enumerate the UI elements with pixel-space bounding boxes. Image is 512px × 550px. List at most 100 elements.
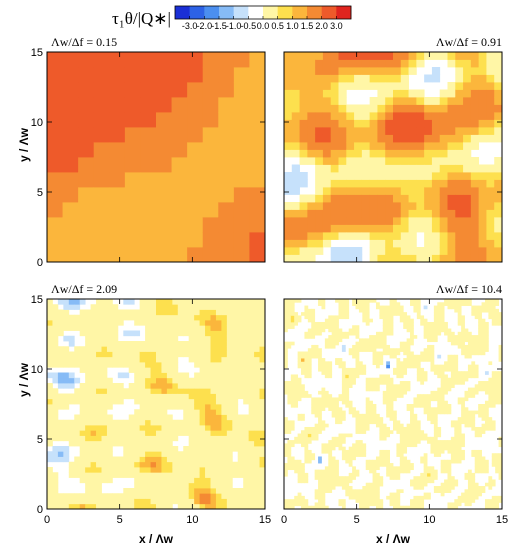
heatmap-cell bbox=[194, 335, 200, 342]
heatmap-cell bbox=[284, 387, 288, 392]
heatmap-cell bbox=[447, 377, 452, 382]
heatmap-cell bbox=[464, 476, 469, 480]
heatmap-cell bbox=[237, 314, 244, 321]
heatmap-cell bbox=[318, 367, 322, 372]
heatmap-cell bbox=[290, 321, 295, 326]
heatmap-cell bbox=[399, 341, 404, 346]
heatmap-cell bbox=[304, 449, 309, 454]
heatmap-cell bbox=[324, 318, 329, 323]
heatmap-cell bbox=[486, 164, 495, 173]
heatmap-cell bbox=[85, 498, 91, 505]
heatmap-cell bbox=[352, 413, 356, 418]
heatmap-cell bbox=[481, 407, 486, 411]
heatmap-cell bbox=[338, 142, 347, 150]
heatmap-cell bbox=[221, 482, 228, 489]
heatmap-cell bbox=[328, 374, 333, 379]
heatmap-cell bbox=[352, 331, 356, 336]
heatmap-cell bbox=[299, 97, 308, 105]
heatmap-cell bbox=[232, 435, 239, 442]
heatmap-cell bbox=[403, 384, 408, 388]
heatmap-cell bbox=[85, 372, 91, 379]
heatmap-cell bbox=[470, 119, 480, 128]
heatmap-cell bbox=[447, 443, 452, 448]
heatmap-cell bbox=[495, 459, 499, 464]
heatmap-cell bbox=[379, 381, 384, 385]
heatmap-cell bbox=[423, 492, 428, 497]
heatmap-cell bbox=[478, 469, 482, 474]
heatmap-cell bbox=[171, 67, 188, 83]
heatmap-cell bbox=[403, 381, 408, 385]
heatmap-cell bbox=[413, 505, 418, 510]
heatmap-cell bbox=[361, 112, 371, 120]
heatmap-cell bbox=[171, 217, 188, 233]
heatmap-cell bbox=[304, 361, 309, 366]
heatmap-cell bbox=[478, 254, 487, 263]
heatmap-cell bbox=[450, 361, 455, 366]
heatmap-cell bbox=[177, 383, 184, 389]
heatmap-cell bbox=[471, 312, 476, 316]
heatmap-cell bbox=[297, 472, 302, 477]
heatmap-cell bbox=[307, 202, 316, 210]
heatmap-cell bbox=[112, 440, 119, 447]
heatmap-cell bbox=[433, 364, 438, 369]
heatmap-cell bbox=[210, 409, 217, 415]
heatmap-cell bbox=[494, 89, 503, 98]
heatmap-cell bbox=[396, 302, 401, 306]
heatmap-cell bbox=[393, 495, 397, 500]
heatmap-cell bbox=[389, 410, 394, 415]
heatmap-cell bbox=[474, 305, 479, 310]
heatmap-cell bbox=[287, 305, 292, 310]
heatmap-cell bbox=[365, 505, 370, 510]
heatmap-cell bbox=[345, 433, 350, 438]
heatmap-cell bbox=[341, 397, 346, 402]
heatmap-cell bbox=[444, 443, 448, 448]
heatmap-cell bbox=[416, 149, 425, 158]
heatmap-cell bbox=[464, 335, 469, 339]
heatmap-cell bbox=[498, 358, 503, 362]
heatmap-cell bbox=[90, 325, 97, 331]
heatmap-cell bbox=[140, 172, 157, 188]
heatmap-cell bbox=[221, 299, 228, 305]
heatmap-cell bbox=[385, 239, 394, 248]
heatmap-cell bbox=[410, 433, 414, 438]
heatmap-cell bbox=[221, 320, 228, 326]
heatmap-cell bbox=[461, 407, 465, 411]
heatmap-cell bbox=[315, 89, 324, 98]
heatmap-cell bbox=[188, 325, 195, 331]
heatmap-cell bbox=[444, 361, 448, 366]
heatmap-cell bbox=[188, 456, 195, 463]
heatmap-cell bbox=[467, 410, 472, 415]
heatmap-cell bbox=[330, 247, 339, 255]
heatmap-cell bbox=[78, 157, 95, 173]
heatmap-cell bbox=[463, 239, 472, 248]
heatmap-cell bbox=[369, 149, 378, 158]
heatmap-cell bbox=[354, 209, 363, 218]
heatmap-cell bbox=[450, 335, 455, 339]
heatmap-cell bbox=[287, 308, 292, 313]
heatmap-cell bbox=[348, 492, 353, 497]
heatmap-cell bbox=[348, 433, 353, 438]
heatmap-cell bbox=[128, 388, 135, 394]
heatmap-cell bbox=[304, 440, 309, 444]
heatmap-cell bbox=[361, 157, 371, 165]
heatmap-cell bbox=[101, 372, 108, 379]
heatmap-cell bbox=[202, 52, 219, 68]
heatmap-cell bbox=[330, 67, 339, 75]
heatmap-cell bbox=[470, 172, 480, 180]
heatmap-cell bbox=[123, 314, 130, 321]
heatmap-cell bbox=[215, 498, 222, 505]
heatmap-cell bbox=[433, 420, 438, 425]
heatmap-cell bbox=[437, 302, 442, 306]
heatmap-cell bbox=[294, 377, 299, 382]
heatmap-cell bbox=[444, 410, 448, 415]
heatmap-cell bbox=[403, 367, 408, 372]
heatmap-cell bbox=[352, 381, 356, 385]
heatmap-cell bbox=[188, 309, 195, 316]
heatmap-cell bbox=[420, 318, 425, 323]
heatmap-cell bbox=[232, 440, 239, 447]
heatmap-cell bbox=[433, 390, 438, 395]
heatmap-cell bbox=[433, 331, 438, 336]
heatmap-cell bbox=[106, 414, 113, 421]
heatmap-cell bbox=[290, 390, 295, 395]
heatmap-cell bbox=[52, 419, 59, 426]
